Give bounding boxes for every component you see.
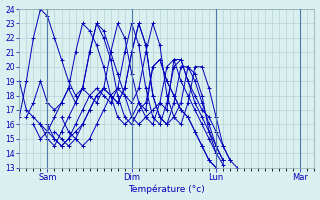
X-axis label: Température (°c): Température (°c) xyxy=(129,185,205,194)
